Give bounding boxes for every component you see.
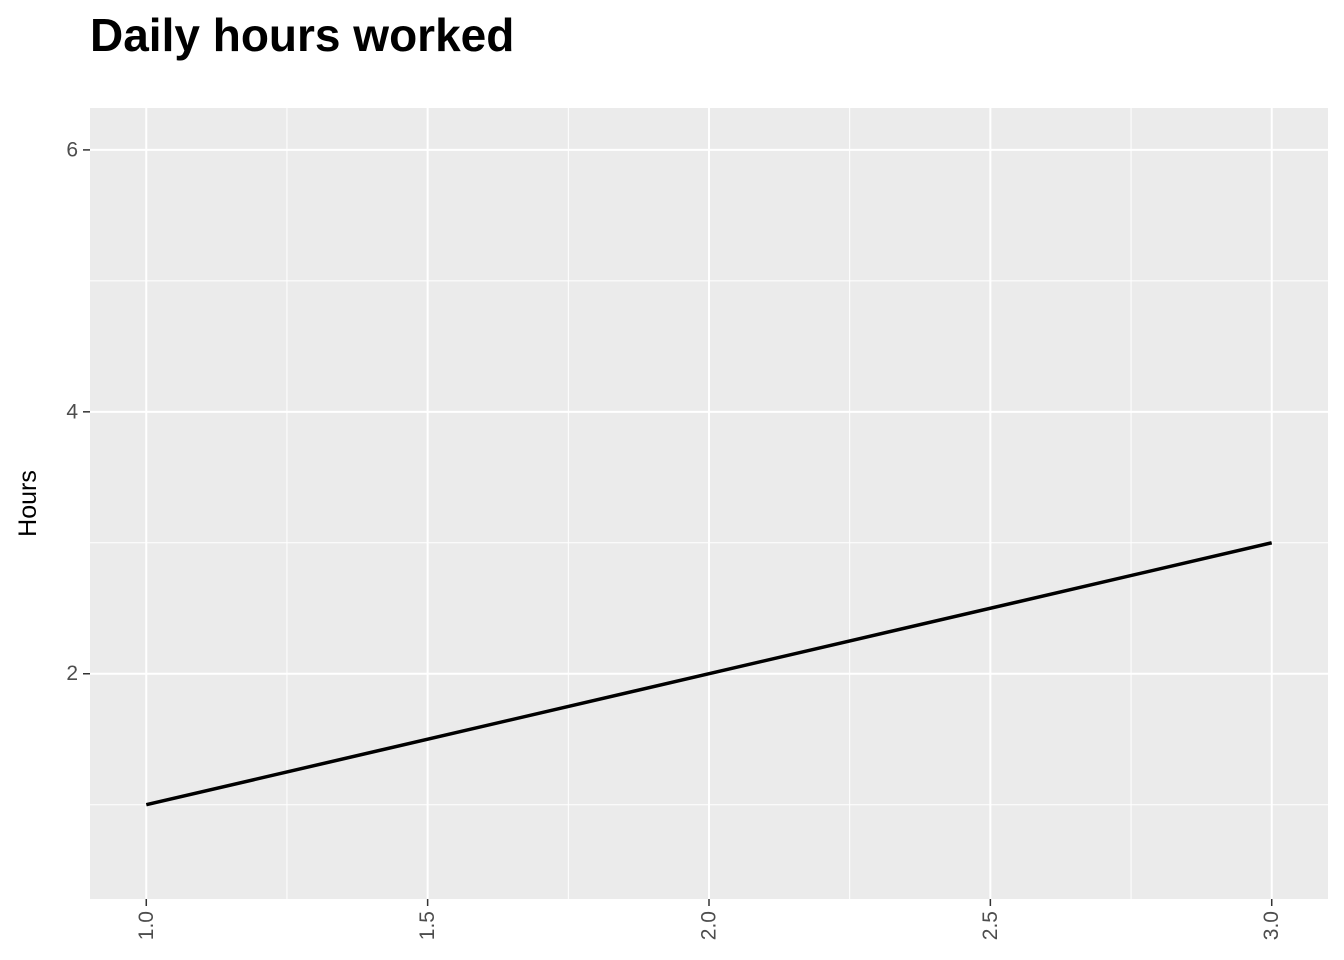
chart-title: Daily hours worked	[90, 9, 515, 61]
x-tick-labels: 1.0 1.5 2.0 2.5 3.0	[135, 911, 1283, 940]
x-tick-label: 3.0	[1260, 911, 1283, 940]
x-tick-label: 2.5	[979, 911, 1002, 940]
y-tick-label: 2	[66, 662, 78, 685]
x-tick-label: 1.0	[135, 911, 158, 940]
axis-ticks	[83, 149, 1273, 906]
x-tick-label: 1.5	[416, 911, 439, 940]
y-tick-label: 4	[66, 400, 78, 423]
x-tick-label: 2.0	[698, 911, 721, 940]
y-axis-title: Hours	[14, 470, 42, 537]
major-gridlines	[90, 108, 1328, 899]
y-tick-label: 6	[66, 138, 78, 161]
y-tick-labels: 2 4 6	[66, 138, 78, 685]
series-layer	[145, 541, 1273, 807]
series-line-1	[145, 541, 1273, 807]
